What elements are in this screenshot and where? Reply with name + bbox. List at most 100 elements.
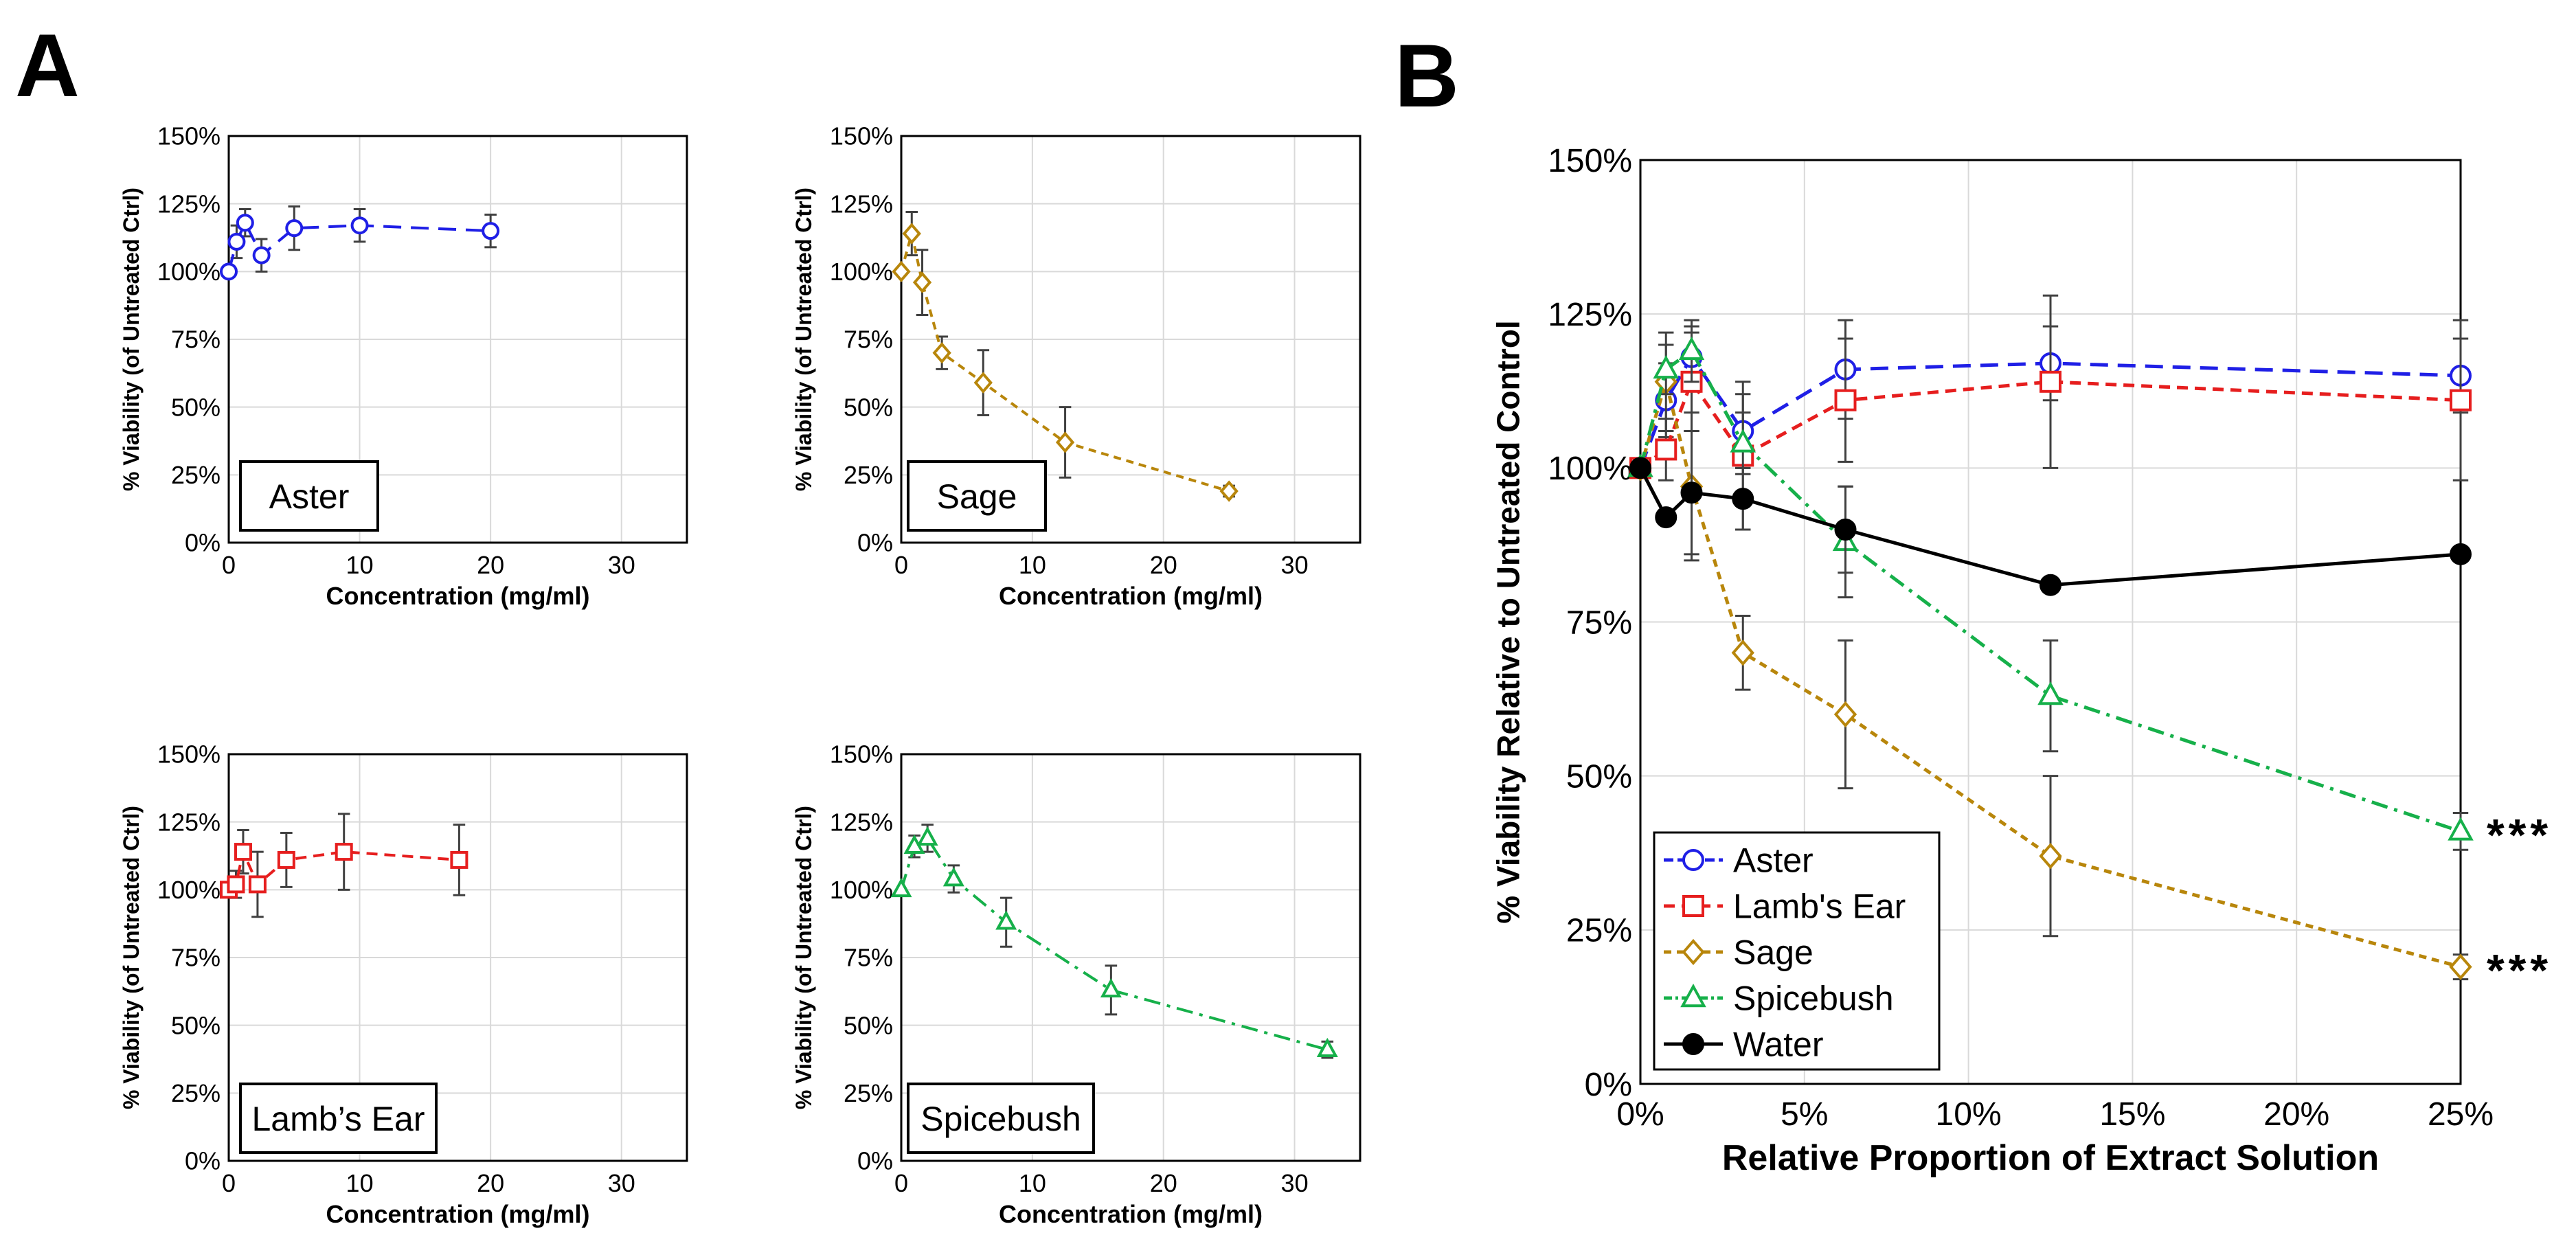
data-point <box>1833 701 1857 728</box>
x-axis-label: Concentration (mg/ml) <box>326 1200 590 1228</box>
data-point <box>1100 978 1122 998</box>
chart-combined: 0% 25% 50% 75% 100% 125% 150% 0% 5% 10% 15% 20% 25% R… <box>1491 143 2552 1178</box>
data-point <box>2040 370 2061 393</box>
y-axis-label: % Viability (of Untreated Ctrl) <box>119 188 144 491</box>
data-point <box>942 867 964 887</box>
data-point <box>2040 574 2061 596</box>
data-point <box>1629 457 1651 479</box>
x-tick-label: 20 <box>1150 551 1177 579</box>
y-tick-label: 25% <box>844 1079 893 1107</box>
y-tick-label: 50% <box>171 1011 221 1039</box>
data-point <box>2039 843 2062 870</box>
legend-swatch-marker <box>1682 938 1705 966</box>
legend-label-sage: Sage <box>1733 933 1814 972</box>
y-tick-label: 25% <box>844 461 893 489</box>
data-point <box>252 246 271 264</box>
x-tick-label: 15% <box>2099 1096 2165 1133</box>
y-tick-label: 50% <box>844 1011 893 1039</box>
data-point <box>1730 429 1756 453</box>
x-tick-label: 10% <box>1936 1096 2002 1133</box>
series-spicebush <box>890 824 1338 1059</box>
data-point <box>2450 543 2472 565</box>
y-tick-label: 150% <box>830 122 893 150</box>
plot-frame <box>227 753 688 1162</box>
inset-label-box <box>239 1083 438 1154</box>
data-point <box>227 232 246 251</box>
x-tick-label: 30 <box>608 1169 635 1197</box>
data-point <box>1655 438 1677 461</box>
x-tick-label: 10 <box>1019 551 1046 579</box>
data-point <box>277 850 295 869</box>
data-point <box>932 342 951 364</box>
panel-label-a: A <box>15 15 80 115</box>
x-axis-label: Concentration (mg/ml) <box>999 582 1263 610</box>
y-tick-label: 0% <box>185 1147 221 1175</box>
data-point <box>902 223 921 245</box>
legend-swatch-marker <box>1680 984 1706 1008</box>
data-point <box>1678 337 1705 361</box>
y-tick-label: 50% <box>1566 758 1632 795</box>
y-tick-label: 25% <box>171 1079 221 1107</box>
data-point <box>482 222 500 240</box>
plots: 0%25%50%75%100%125%150%0 10 20 30Concentrat… <box>119 122 2552 1228</box>
plot-frame <box>227 135 688 544</box>
data-point <box>1653 354 1680 379</box>
data-point <box>995 910 1017 930</box>
x-tick-label: 0 <box>222 1169 236 1197</box>
x-tick-label: 20 <box>1150 1169 1177 1197</box>
y-tick-label: 75% <box>1566 604 1632 641</box>
data-point <box>220 262 238 281</box>
data-point <box>1834 519 1857 541</box>
significance-marker: *** <box>2487 809 2552 860</box>
y-tick-label: 100% <box>830 258 893 286</box>
series-sage <box>892 211 1239 502</box>
data-point <box>2450 389 2472 411</box>
x-tick-label: 20 <box>477 551 504 579</box>
legend-swatch-marker <box>1682 895 1704 917</box>
data-point <box>234 843 252 861</box>
legend-label-aster: Aster <box>1733 841 1814 880</box>
data-point <box>248 875 267 894</box>
y-tick-label: 0% <box>857 1147 893 1175</box>
inset-label-box <box>239 460 379 532</box>
inset-label-box <box>907 1083 1095 1154</box>
legend-swatch-marker <box>1682 849 1704 871</box>
y-tick-label: 25% <box>1566 913 1632 949</box>
inset-label-box <box>907 460 1047 532</box>
y-tick-label: 125% <box>830 808 893 836</box>
plot-frame <box>900 135 1362 544</box>
data-point <box>227 875 245 894</box>
chart-spicebush: 0% 25% 50% 75% 100% 125% 150% 0 10 20 30 Concentrat… <box>791 740 1362 1228</box>
x-tick-label: 20 <box>477 1169 504 1197</box>
y-tick-label: 0% <box>1585 1067 1632 1103</box>
data-point <box>2449 953 2472 980</box>
data-point <box>350 216 369 235</box>
x-tick-label: 0 <box>894 551 908 579</box>
y-axis-label: % Viability (of Untreated Ctrl) <box>791 188 816 491</box>
y-tick-label: 150% <box>157 740 221 769</box>
y-tick-label: 25% <box>171 461 221 489</box>
x-axis-label: Relative Proportion of Extract Solution <box>1722 1138 2379 1178</box>
y-tick-label: 75% <box>844 326 893 354</box>
x-tick-label: 5% <box>1781 1096 1828 1133</box>
y-tick-label: 0% <box>185 529 221 557</box>
data-point <box>890 877 912 898</box>
inset-label: Sage <box>937 477 1017 516</box>
data-point <box>973 372 993 394</box>
inset-label: Aster <box>269 477 350 516</box>
legend-label-lamb-s-ear: Lamb's Ear <box>1733 887 1906 926</box>
y-tick-label: 150% <box>830 740 893 769</box>
y-tick-label: 50% <box>171 393 221 421</box>
y-tick-label: 50% <box>844 393 893 421</box>
data-point <box>1732 488 1754 510</box>
data-point <box>1655 506 1677 529</box>
data-point <box>450 850 468 869</box>
y-tick-label: 125% <box>157 808 221 836</box>
plot-frame <box>1639 159 2462 1085</box>
legend-swatch-marker <box>1682 1033 1704 1055</box>
inset-label: Lamb’s Ear <box>252 1100 425 1138</box>
x-tick-label: 10 <box>346 1169 374 1197</box>
x-tick-label: 0 <box>894 1169 908 1197</box>
y-tick-label: 0% <box>857 529 893 557</box>
